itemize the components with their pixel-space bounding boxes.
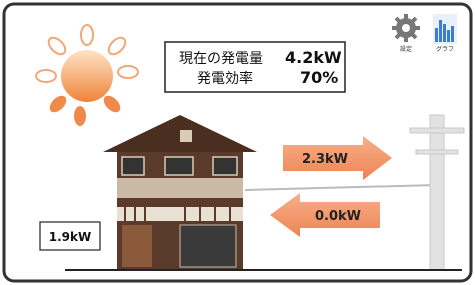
sell-value: 2.3kW	[302, 152, 348, 167]
monitor-screen: 現在の発電量 4.2kW 発電効率 70% 設定 グラフ	[0, 0, 475, 285]
graph-label: グラフ	[436, 45, 454, 53]
buy-value: 0.0kW	[315, 209, 361, 224]
efficiency-value: 70%	[300, 68, 338, 87]
page: {"status": {"current_label": "現在の発電量", "…	[0, 0, 475, 285]
current-value: 4.2kW	[285, 48, 342, 67]
graph-button[interactable]: グラフ	[433, 14, 457, 53]
consumption-value: 1.9kW	[49, 230, 91, 244]
current-label: 現在の発電量	[179, 51, 263, 67]
settings-label: 設定	[400, 45, 412, 53]
efficiency-label: 発電効率	[197, 70, 253, 87]
